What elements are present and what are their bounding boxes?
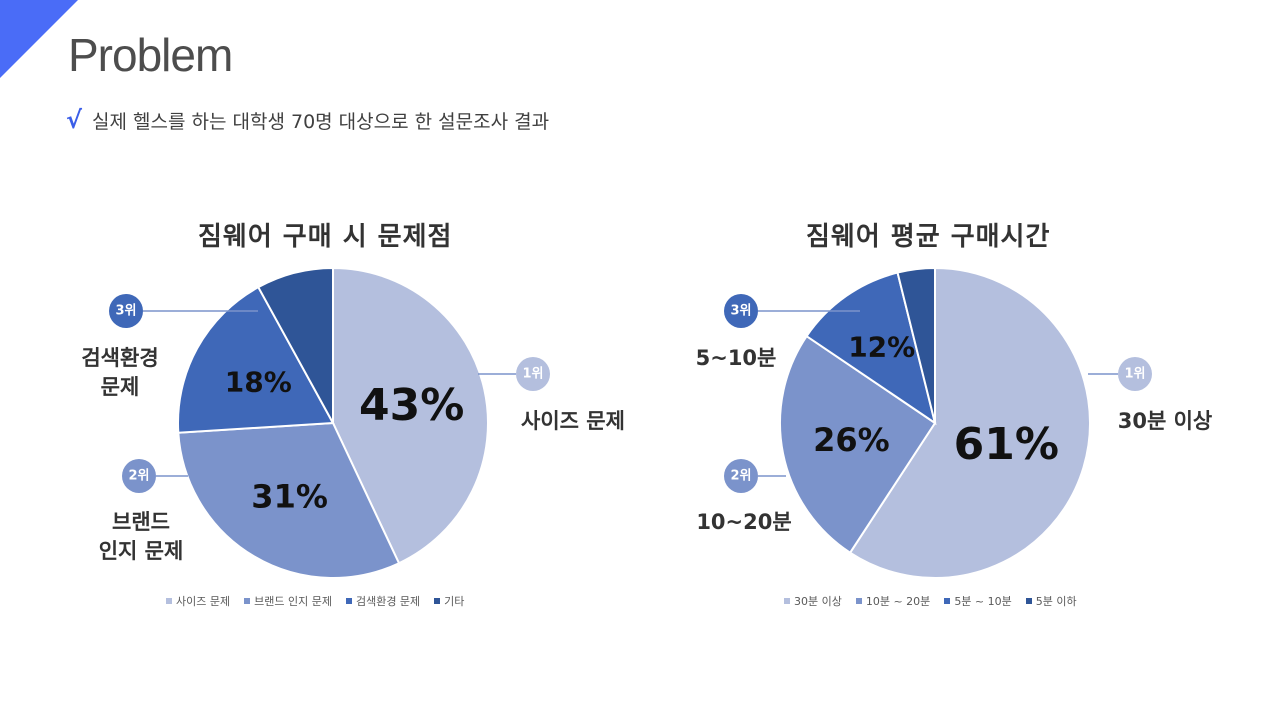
chart2-callout-label-3-1: 5~10분 — [696, 346, 777, 370]
chart2-legend-swatch-3 — [944, 598, 951, 604]
chart2-rank-badge-1 — [1118, 357, 1152, 391]
check-icon: √ — [66, 106, 83, 134]
chart1-callout-label-2-1: 브랜드 — [112, 510, 170, 534]
chart1-callout-label-3-2: 문제 — [101, 375, 140, 399]
chart1-legend-item-3: 검색환경 문제 — [345, 593, 421, 609]
chart2-legend: 30분 이상 10분 ~ 20분 5분 ~ 10분 5분 이하 — [784, 593, 1077, 609]
chart2-slice-3 — [805, 271, 937, 426]
chart2-title: 짐웨어 평균 구매시간 — [806, 222, 1051, 252]
page-title: Problem — [68, 29, 233, 81]
chart2-callout-label-2-1: 10~20분 — [696, 510, 791, 534]
chart2-slice-4 — [896, 266, 936, 424]
chart1-legend-item-2: 브랜드 인지 문제 — [244, 593, 332, 609]
chart2-rank-badge-3 — [724, 294, 758, 328]
chart2-legend-swatch-4 — [1025, 598, 1032, 604]
chart1-slice-3 — [177, 285, 335, 434]
chart1-slice-2 — [177, 421, 401, 579]
chart1-value-label-3: 18% — [225, 365, 292, 398]
chart2-legend-label-2: 10분 ~ 20분 — [865, 595, 931, 608]
chart1-callout-label-3-1: 검색환경 — [81, 346, 158, 370]
chart1-legend-swatch-4 — [434, 598, 441, 604]
chart1-legend-swatch-3 — [345, 598, 352, 604]
chart1-legend-label-2: 브랜드 인지 문제 — [254, 595, 332, 608]
chart2-value-label-3: 12% — [848, 330, 915, 363]
corner-accent — [0, 0, 78, 78]
chart1-rank-text-2: 2위 — [128, 469, 149, 484]
chart2-rank-text-3: 3위 — [730, 304, 751, 319]
chart2-callout-label-1-1: 30분 이상 — [1118, 409, 1213, 433]
subtitle-text: 실제 헬스를 하는 대학생 70명 대상으로 한 설문조사 결과 — [92, 110, 550, 133]
chart1-callout-label-2-2: 인지 문제 — [99, 539, 184, 563]
chart1-legend-label-1: 사이즈 문제 — [176, 595, 231, 608]
chart2-rank-badge-2 — [724, 459, 758, 493]
chart2-rank-text-2: 2위 — [730, 469, 751, 484]
chart2-rank-text-1: 1위 — [1124, 367, 1145, 382]
chart2-legend-label-3: 5분 ~ 10분 — [954, 595, 1012, 608]
chart1-legend-swatch-2 — [244, 598, 251, 604]
chart1-legend-item-1: 사이즈 문제 — [166, 593, 230, 609]
chart1-legend-item-4: 기타 — [434, 593, 464, 609]
chart1-legend-label-4: 기타 — [444, 595, 465, 608]
chart1-rank-badge-1 — [516, 357, 550, 391]
chart2-legend-label-1: 30분 이상 — [794, 595, 842, 608]
chart1-slice-4 — [256, 266, 334, 424]
chart2-legend-item-2: 10분 ~ 20분 — [855, 593, 931, 609]
chart1-value-label-2: 31% — [251, 477, 328, 515]
chart2-value-label-2: 26% — [813, 421, 890, 459]
chart2-legend-swatch-1 — [784, 598, 790, 604]
chart2-value-label-1: 61% — [954, 419, 1059, 470]
chart2-slice-2 — [779, 334, 937, 555]
chart1-callout-label-1-1: 사이즈 문제 — [521, 409, 625, 433]
chart2-legend-item-3: 5분 ~ 10분 — [944, 593, 1012, 609]
chart2-legend-swatch-2 — [855, 598, 862, 604]
chart1-legend-label-3: 검색환경 문제 — [355, 595, 421, 608]
chart1-slice-1 — [332, 266, 489, 565]
chart2-legend-item-4: 5분 이하 — [1025, 593, 1077, 609]
chart1-legend-swatch-1 — [166, 598, 172, 604]
chart1-rank-text-3: 3위 — [115, 304, 136, 319]
chart2-legend-label-4: 5분 이하 — [1035, 595, 1077, 608]
chart1-legend: 사이즈 문제 브랜드 인지 문제 검색환경 문제 기타 — [166, 593, 464, 609]
chart1-value-label-1: 43% — [359, 380, 464, 431]
chart1-rank-badge-2 — [122, 459, 156, 493]
chart1-rank-text-1: 1위 — [522, 367, 543, 382]
chart1-rank-badge-3 — [109, 294, 143, 328]
chart2-legend-item-1: 30분 이상 — [784, 593, 842, 609]
subtitle: √ 실제 헬스를 하는 대학생 70명 대상으로 한 설문조사 결과 — [66, 106, 549, 134]
chart1-title: 짐웨어 구매 시 문제점 — [198, 222, 453, 252]
chart2-slice-1 — [848, 266, 1091, 579]
